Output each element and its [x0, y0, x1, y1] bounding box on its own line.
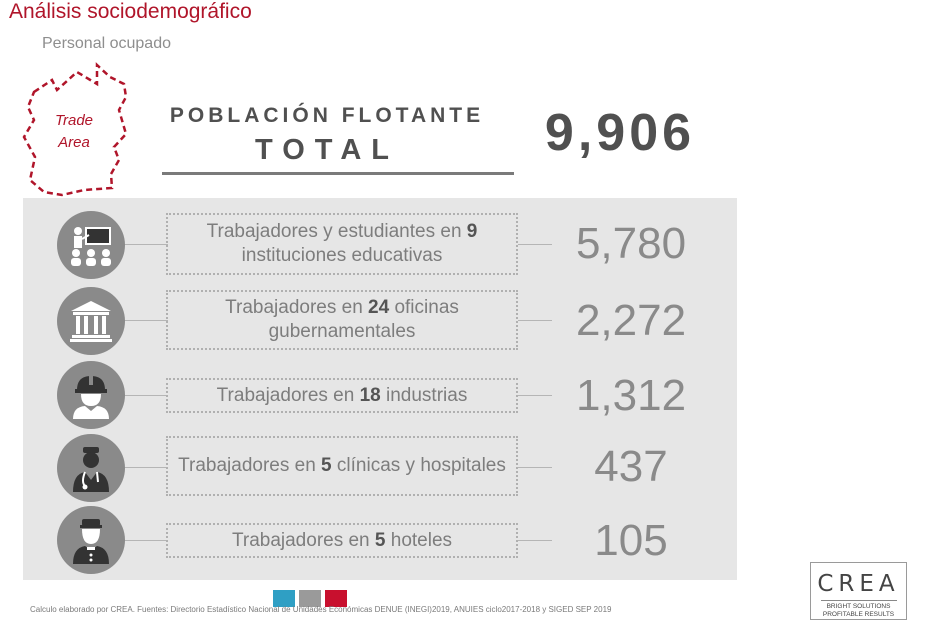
row-value: 2,272 — [575, 296, 687, 345]
row-connector-right — [518, 395, 552, 396]
row-description: Trabajadores en 24 oficinas gubernamenta… — [225, 297, 459, 342]
row-description: Trabajadores y estudiantes en 9 instituc… — [206, 221, 478, 266]
color-swatch — [299, 590, 321, 607]
doctor-icon — [57, 434, 125, 502]
row-connector-right — [518, 320, 552, 321]
row-connector-right — [518, 540, 552, 541]
teacher-classroom-icon — [57, 211, 125, 279]
row-value: 437 — [594, 442, 668, 491]
crea-logo: CREA BRIGHT SOLUTIONS PROFITABLE RESULTS — [810, 562, 907, 620]
logo-tagline-1: BRIGHT SOLUTIONS — [826, 603, 891, 610]
row-connector-left — [124, 395, 168, 396]
trade-area-label: Trade Area — [38, 110, 110, 154]
summary-heading-underline — [162, 172, 514, 175]
hotel-bellhop-icon — [57, 506, 125, 574]
breakdown-panel — [23, 198, 737, 580]
row-value: 105 — [594, 516, 668, 565]
summary-heading-line1: POBLACIÓN FLOTANTE — [169, 104, 485, 127]
color-swatch — [325, 590, 347, 607]
row-connector-left — [124, 540, 168, 541]
row-description-box: Trabajadores y estudiantes en 9 instituc… — [166, 213, 518, 275]
logo-divider — [820, 600, 897, 601]
trade-area-outline-icon — [22, 62, 128, 197]
row-description-box: Trabajadores en 18 industrias — [166, 378, 518, 413]
row-connector-right — [518, 244, 552, 245]
logo-tagline-2: PROFITABLE RESULTS — [822, 611, 895, 618]
row-connector-left — [124, 467, 168, 468]
row-value: 5,780 — [575, 219, 687, 268]
row-connector-left — [124, 320, 168, 321]
summary-heading-line2: TOTAL — [255, 134, 399, 166]
total-value: 9,906 — [544, 104, 696, 162]
trade-area-label-line1: Trade — [54, 112, 94, 129]
row-connector-right — [518, 467, 552, 468]
row-description-box: Trabajadores en 5 hoteles — [166, 523, 518, 558]
trade-area-label-line2: Area — [58, 134, 90, 151]
row-description: Trabajadores en 5 hoteles — [231, 529, 453, 551]
row-description: Trabajadores en 5 clínicas y hospitales — [178, 455, 506, 476]
row-description: Trabajadores en 18 industrias — [216, 384, 468, 406]
government-building-icon — [57, 287, 125, 355]
page-subtitle: Personal ocupado — [42, 35, 171, 52]
color-swatch — [273, 590, 295, 607]
source-note: Calculo elaborado por CREA. Fuentes: Dir… — [30, 605, 612, 614]
logo-name: CREA — [817, 571, 900, 597]
page-title: Análisis sociodemográfico — [9, 0, 252, 23]
row-connector-left — [124, 244, 168, 245]
row-description-box: Trabajadores en 5 clínicas y hospitales — [166, 436, 518, 496]
row-value: 1,312 — [575, 371, 687, 420]
row-description-box: Trabajadores en 24 oficinas gubernamenta… — [166, 290, 518, 350]
industrial-worker-icon — [57, 361, 125, 429]
